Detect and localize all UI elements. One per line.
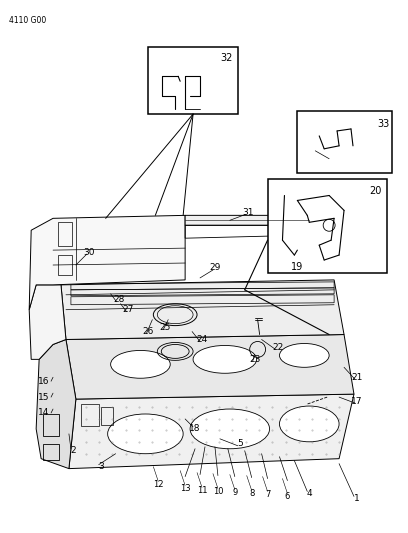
Bar: [101, 407, 113, 425]
Text: 20: 20: [369, 185, 381, 196]
Text: 25: 25: [160, 323, 171, 332]
Text: 26: 26: [143, 327, 154, 336]
Polygon shape: [66, 335, 354, 399]
Text: 21: 21: [351, 373, 363, 382]
Text: 15: 15: [38, 393, 49, 401]
Text: 4110 G00: 4110 G00: [9, 15, 47, 25]
Ellipse shape: [111, 350, 170, 378]
Bar: [297, 111, 392, 173]
Polygon shape: [29, 215, 185, 310]
Text: 12: 12: [153, 480, 164, 489]
Polygon shape: [61, 280, 344, 340]
Text: 23: 23: [249, 355, 260, 364]
Polygon shape: [36, 340, 76, 469]
Bar: [58, 222, 72, 246]
Polygon shape: [69, 394, 354, 469]
Text: 13: 13: [180, 484, 191, 493]
Polygon shape: [29, 285, 66, 359]
Text: 9: 9: [232, 488, 237, 497]
Text: 8: 8: [249, 489, 254, 498]
Text: 32: 32: [220, 53, 232, 63]
Text: 22: 22: [272, 343, 283, 352]
Text: 28: 28: [113, 295, 124, 304]
Text: 14: 14: [38, 408, 49, 417]
Text: 29: 29: [209, 263, 221, 272]
Bar: [43, 444, 59, 459]
Text: 1: 1: [354, 494, 360, 503]
Text: 30: 30: [83, 248, 95, 256]
Text: 3: 3: [98, 462, 104, 471]
Ellipse shape: [279, 406, 339, 442]
Bar: [268, 179, 387, 273]
Ellipse shape: [193, 345, 257, 373]
Ellipse shape: [279, 343, 329, 367]
Ellipse shape: [190, 409, 270, 449]
Text: 19: 19: [291, 262, 304, 272]
Bar: [43, 414, 59, 436]
Text: 31: 31: [242, 208, 253, 217]
Polygon shape: [185, 215, 309, 225]
Text: 33: 33: [377, 119, 389, 129]
Text: 11: 11: [197, 486, 207, 495]
Text: 24: 24: [196, 335, 208, 344]
Text: 4: 4: [306, 489, 312, 498]
Bar: [149, 46, 238, 114]
Text: 10: 10: [213, 487, 223, 496]
Text: 16: 16: [38, 377, 49, 386]
Text: 27: 27: [123, 305, 134, 314]
Bar: [58, 255, 72, 275]
Ellipse shape: [108, 414, 183, 454]
Bar: [81, 404, 99, 426]
Text: 2: 2: [70, 446, 76, 455]
Text: 5: 5: [237, 439, 243, 448]
Text: 6: 6: [285, 492, 290, 501]
Text: 18: 18: [189, 424, 201, 433]
Text: 7: 7: [265, 490, 270, 499]
Text: 17: 17: [351, 397, 363, 406]
